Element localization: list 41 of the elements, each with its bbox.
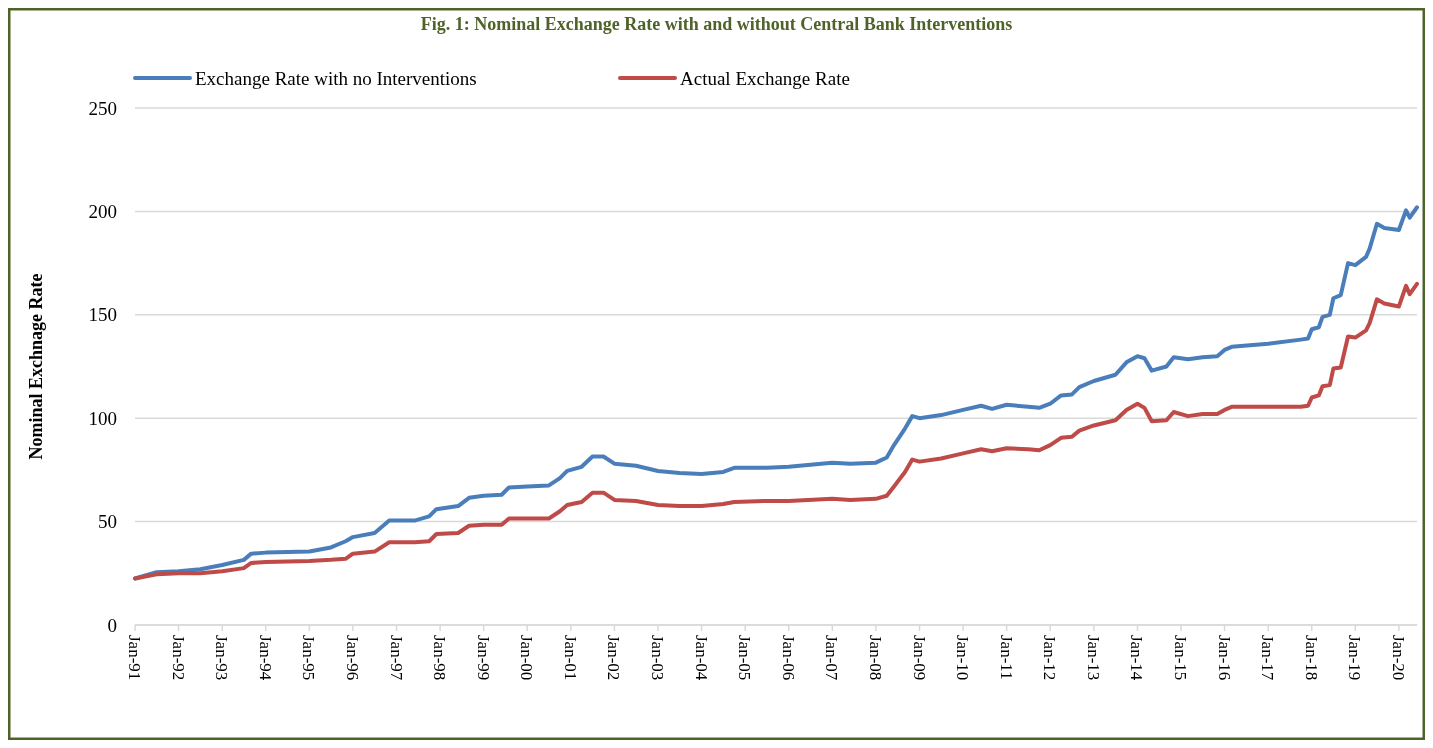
y-tick-label: 100 bbox=[88, 407, 117, 429]
x-tick-label: Jan-11 bbox=[996, 635, 1016, 680]
x-tick-label: Jan-18 bbox=[1301, 635, 1321, 681]
x-tick-label: Jan-03 bbox=[648, 635, 668, 681]
x-tick-label: Jan-15 bbox=[1171, 635, 1191, 681]
legend-label: Actual Exchange Rate bbox=[680, 67, 850, 89]
x-tick-label: Jan-08 bbox=[865, 635, 885, 681]
chart-title: Fig. 1: Nominal Exchange Rate with and without Central Bank Interventions bbox=[420, 14, 1013, 34]
x-tick-label: Jan-95 bbox=[299, 635, 319, 681]
x-tick-label: Jan-98 bbox=[430, 635, 450, 681]
x-tick-label: Jan-96 bbox=[342, 635, 362, 681]
x-tick-label: Jan-97 bbox=[386, 635, 406, 681]
x-tick-label: Jan-00 bbox=[517, 635, 537, 681]
x-tick-label: Jan-04 bbox=[691, 635, 711, 681]
y-tick-label: 200 bbox=[88, 201, 117, 223]
x-tick-label: Jan-13 bbox=[1083, 635, 1103, 681]
x-tick-label: Jan-14 bbox=[1127, 635, 1147, 681]
x-tick-label: Jan-17 bbox=[1258, 635, 1278, 681]
y-tick-label: 0 bbox=[107, 614, 117, 636]
x-tick-label: Jan-09 bbox=[909, 635, 929, 681]
x-tick-label: Jan-92 bbox=[168, 635, 188, 681]
x-tick-label: Jan-20 bbox=[1388, 635, 1408, 681]
x-tick-label: Jan-07 bbox=[822, 635, 842, 681]
x-tick-label: Jan-01 bbox=[560, 635, 580, 681]
x-tick-label: Jan-99 bbox=[473, 635, 493, 681]
x-tick-label: Jan-19 bbox=[1345, 635, 1365, 681]
x-tick-label: Jan-16 bbox=[1214, 635, 1234, 681]
x-tick-label: Jan-94 bbox=[255, 635, 275, 681]
x-tick-label: Jan-10 bbox=[953, 635, 973, 681]
y-tick-label: 150 bbox=[88, 304, 117, 326]
y-axis-title: Nominal Exchnage Rate bbox=[26, 273, 46, 460]
x-tick-label: Jan-05 bbox=[735, 635, 755, 681]
y-tick-label: 50 bbox=[98, 511, 117, 533]
x-tick-label: Jan-93 bbox=[212, 635, 232, 681]
legend-label: Exchange Rate with no Interventions bbox=[195, 67, 477, 89]
x-tick-label: Jan-12 bbox=[1040, 635, 1060, 681]
x-tick-label: Jan-06 bbox=[778, 635, 798, 681]
y-tick-label: 250 bbox=[88, 97, 117, 119]
line-series bbox=[133, 281, 1419, 581]
x-tick-label: Jan-02 bbox=[604, 635, 624, 681]
x-tick-label: Jan-91 bbox=[125, 635, 145, 681]
